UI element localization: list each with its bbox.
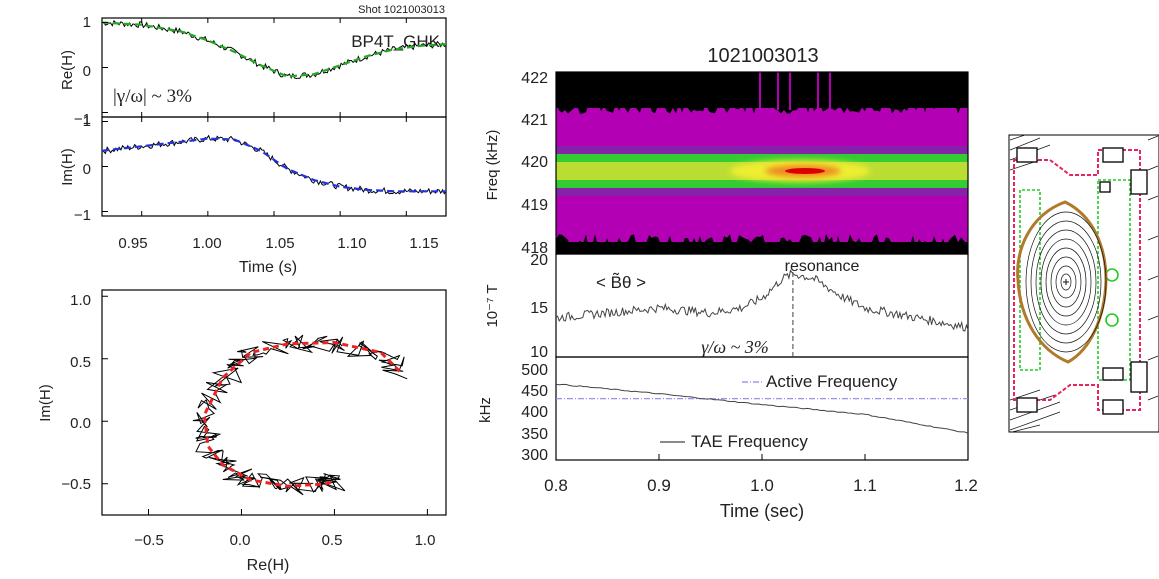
probe-label: BP4T_GHK (351, 32, 440, 51)
shot-label: Shot 1021003013 (358, 4, 445, 16)
b-theta-line (555, 269, 969, 332)
nyq-ytick: 0.0 (70, 415, 91, 432)
spec-ytick: 419 (521, 197, 548, 214)
tae-frequency-line (555, 383, 969, 434)
b-ytick: 20 (530, 252, 548, 269)
re-ytick: −1 (74, 111, 91, 128)
f-ylabel: kHz (477, 397, 494, 423)
nyq-ytick: −0.5 (61, 476, 91, 493)
b-legend: < B̃θ > (596, 272, 646, 292)
im-ytick: 0 (83, 161, 91, 178)
spec-ytick: 418 (521, 240, 548, 257)
nyq-xtick: 0.5 (322, 532, 343, 549)
mid-xtick: 0.9 (647, 476, 671, 495)
spectrogram: 422 421 420 419 418 Freq (kHz) (484, 70, 969, 257)
mid-xtick: 1.1 (853, 476, 877, 495)
spec-ytick: 422 (521, 70, 548, 87)
nyq-xtick: 1.0 (415, 532, 436, 549)
im-ytick: 1 (83, 113, 91, 130)
spec-core-red (785, 168, 825, 174)
spec-ytick: 421 (521, 112, 548, 129)
re-data-line (101, 19, 447, 80)
nyquist-fit-line (202, 341, 401, 488)
re-ytick: 1 (83, 14, 91, 31)
mid-xtick: 0.8 (544, 476, 568, 495)
spec-top-edge (556, 72, 968, 114)
spec-bottom-edge (556, 234, 968, 254)
nyq-xtick: −0.5 (134, 532, 164, 549)
time-xtick: 1.00 (192, 235, 221, 252)
time-xtick: 1.05 (265, 235, 294, 252)
nyq-ylabel: Im(H) (37, 384, 54, 422)
b-ytick: 15 (530, 300, 548, 317)
spec-ylabel: Freq (kHz) (484, 130, 501, 201)
b-growth-label: γ/ω ~ 3% (701, 337, 769, 357)
time-xtick: 1.15 (409, 235, 438, 252)
time-xtick: 1.10 (337, 235, 366, 252)
magnetic-axis-marker (1063, 279, 1069, 285)
vessel-green-structures (1019, 179, 1131, 381)
probe-boxes (1016, 147, 1148, 415)
f-ytick: 500 (521, 362, 548, 379)
re-ytick: 0 (83, 63, 91, 80)
spec-ytick: 420 (521, 154, 548, 171)
time-xtick: 0.95 (118, 235, 147, 252)
f-ytick: 450 (521, 383, 548, 400)
mid-xlabel: Time (sec) (720, 501, 804, 521)
tae-label: TAE Frequency (691, 432, 808, 451)
nyq-xlabel: Re(H) (247, 557, 290, 574)
nyquist-data-line (192, 334, 408, 496)
im-ytick: −1 (74, 207, 91, 224)
mid-xtick: 1.0 (750, 476, 774, 495)
mid-title: 1021003013 (707, 45, 818, 67)
im-fit-line (101, 137, 446, 193)
mid-xtick: 1.2 (954, 476, 978, 495)
im-data-line (101, 134, 447, 195)
active-label: Active Frequency (766, 372, 898, 391)
flux-surfaces (1025, 211, 1107, 353)
growth-label: |γ/ω| ~ 3% (113, 86, 192, 107)
vessel-green-coil (1105, 313, 1119, 327)
vessel-cross-section (1008, 134, 1159, 433)
im-ylabel: Im(H) (59, 148, 76, 186)
b-ytick: 10 (530, 344, 548, 361)
nyquist-panel: 1.0 0.5 0.0 −0.5 Im(H) −0.5 0.0 0.5 1.0 … (37, 289, 447, 574)
vessel-wall-red (1013, 149, 1141, 411)
f-ytick: 300 (521, 447, 548, 464)
b-ylabel: 10⁻⁷ T (484, 284, 501, 327)
nyq-ytick: 1.0 (70, 292, 91, 309)
b-panel: 20 15 10 10⁻⁷ T < B̃θ > resonance γ/ω ~ … (484, 252, 969, 361)
resonance-label: resonance (785, 258, 860, 275)
re-ylabel: Re(H) (59, 50, 76, 90)
im-panel: 1 0 −1 Im(H) 0.95 1.00 1.05 1.10 1.15 Ti… (59, 113, 447, 276)
nyq-ytick: 0.5 (70, 354, 91, 371)
f-ytick: 400 (521, 404, 548, 421)
time-xlabel: Time (s) (239, 259, 297, 276)
f-ytick: 350 (521, 426, 548, 443)
f-panel: 500 450 400 350 300 kHz Active Frequency… (477, 356, 978, 521)
re-panel: BP4T_GHK |γ/ω| ~ 3% 1 0 −1 Re(H) (59, 14, 447, 128)
re-fit-line (101, 21, 447, 78)
nyq-xtick: 0.0 (230, 532, 251, 549)
